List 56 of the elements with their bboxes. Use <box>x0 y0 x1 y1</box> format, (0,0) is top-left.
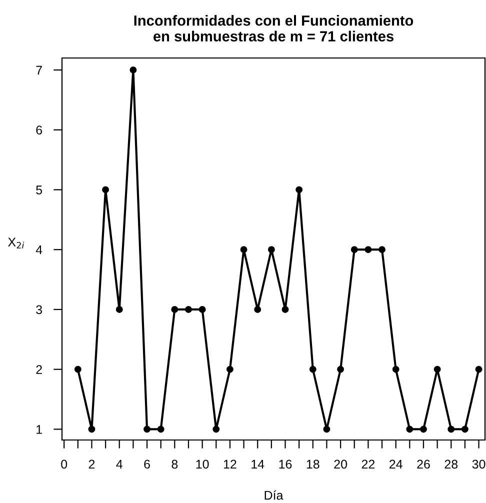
y-axis-title: X$_{2i}$ <box>8 238 24 248</box>
x-axis-title: Día <box>264 490 284 500</box>
point <box>240 246 248 254</box>
y-tick-label: 5 <box>36 186 42 194</box>
point <box>185 306 192 313</box>
x-tick-label: 14 <box>252 460 264 469</box>
y-tick-label: 6 <box>36 126 42 134</box>
x-tick-label: 22 <box>362 460 375 469</box>
x-tick-label: 24 <box>390 460 402 469</box>
x-tick-label: 0 <box>61 460 68 469</box>
point <box>309 366 316 373</box>
point <box>337 366 344 373</box>
point <box>323 426 330 433</box>
x-tick-label: 4 <box>116 460 122 469</box>
x-tick-label: 20 <box>334 460 348 469</box>
point <box>157 426 164 433</box>
x-tick-label: 10 <box>196 460 209 469</box>
point <box>420 426 427 433</box>
point <box>434 366 441 373</box>
point <box>198 306 206 313</box>
point <box>475 366 482 373</box>
x-tick-label: 6 <box>144 460 150 469</box>
chart-title: Inconformidades con el Funcionamiento en submuestras de m = 71 clientes <box>134 15 414 42</box>
point <box>282 306 289 313</box>
point <box>130 66 137 74</box>
point <box>268 246 275 254</box>
y-tick-label: 1 <box>36 425 42 434</box>
point <box>461 426 468 433</box>
y-tick-label: 7 <box>36 66 42 75</box>
point <box>364 246 372 254</box>
point <box>254 306 262 313</box>
x-tick-label: 26 <box>417 460 430 469</box>
x-tick-label: 28 <box>444 460 458 469</box>
x-tick-label: 16 <box>279 460 292 469</box>
point <box>102 186 110 194</box>
x-tick-label: 2 <box>88 460 95 469</box>
point <box>74 366 82 373</box>
point <box>88 426 96 433</box>
point <box>144 426 150 433</box>
y-tick-label: 3 <box>36 305 42 314</box>
point <box>392 366 400 373</box>
x-tick-label: 8 <box>172 460 178 469</box>
y-tick-label: 2 <box>36 365 42 374</box>
x-tick-label: 12 <box>224 460 236 469</box>
point <box>406 426 414 433</box>
point <box>296 186 303 194</box>
point <box>171 306 178 313</box>
x-tick-label: 30 <box>472 460 486 469</box>
point <box>226 366 234 373</box>
point <box>350 246 358 254</box>
point <box>448 426 455 433</box>
y-tick-label: 4 <box>36 246 42 254</box>
point <box>212 426 220 433</box>
point <box>116 306 123 313</box>
x-tick-label: 18 <box>306 460 320 469</box>
point <box>378 246 386 254</box>
